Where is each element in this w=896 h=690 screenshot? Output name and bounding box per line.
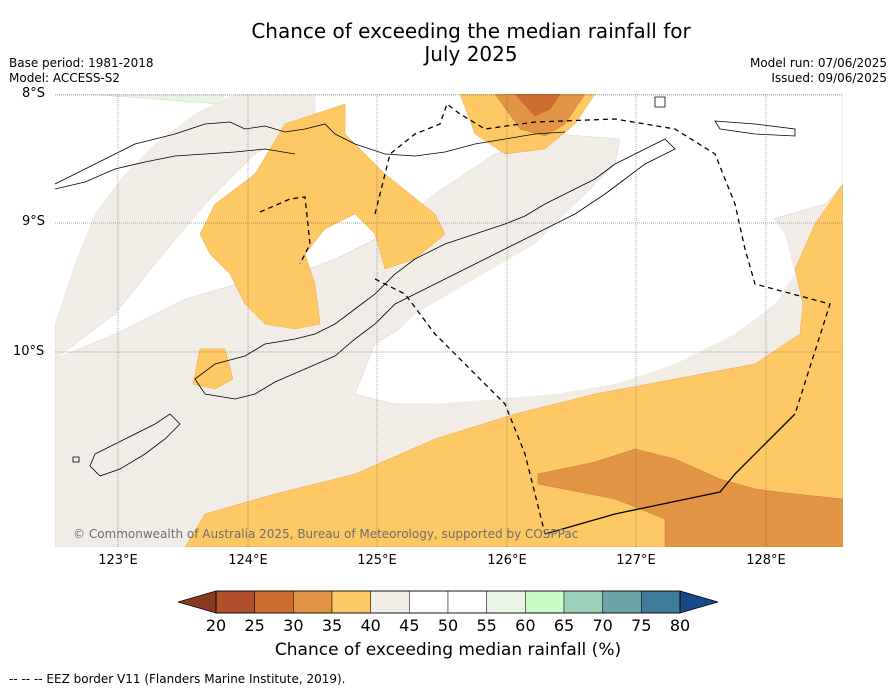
flores-coast [55, 121, 566, 185]
colorbar-tick-75: 75 [631, 616, 652, 635]
region-35-40-small [192, 348, 234, 390]
colorbar-cell-60 [525, 590, 565, 614]
colorbar [178, 590, 718, 614]
small-island-west [72, 456, 80, 463]
base-period: Base period: 1981-2018 [9, 56, 154, 70]
model-name: Model: ACCESS-S2 [9, 71, 121, 85]
colorbar-cell-20 [215, 590, 255, 614]
colorbar-tick-20: 20 [205, 616, 227, 635]
colorbar-tick-50: 50 [437, 616, 459, 635]
lat-label-8s: 8°S [22, 86, 46, 101]
colorbar-cell-25 [254, 590, 294, 614]
lon-label-125e: 125°E [357, 553, 397, 568]
lon-label-126e: 126°E [487, 553, 527, 568]
colorbar-tick-40: 40 [360, 616, 381, 635]
region-55-60-corner [55, 94, 226, 105]
region-35-40-north [199, 103, 446, 330]
colorbar-tick-80: 80 [669, 616, 691, 635]
gridlines [55, 94, 843, 547]
issued-date: Issued: 09/06/2025 [771, 71, 887, 85]
colorbar-cell-75 [641, 590, 681, 614]
region-45-55-northwest [55, 94, 235, 324]
meta-left: Base period: 1981-2018 Model: ACCESS-S2 [9, 56, 154, 86]
flores-coast-south [55, 148, 296, 190]
colorbar-cell-30 [293, 590, 333, 614]
colorbar-tick-70: 70 [592, 616, 613, 635]
colorbar-cell-35 [331, 590, 371, 614]
colorbar-frame [215, 590, 681, 614]
small-island-north [654, 96, 666, 108]
eez-border-south [374, 278, 546, 535]
colorbar-tick-35: 35 [321, 616, 343, 635]
colorbar-over-arrow [679, 590, 718, 614]
wetar-coast [714, 120, 796, 137]
eez-border [259, 102, 831, 535]
chart-title: Chance of exceeding the median rainfall … [0, 20, 896, 66]
lon-label-123e: 123°E [98, 553, 138, 568]
eez-footnote: -- -- -- EEZ border V11 (Flanders Marine… [9, 672, 346, 686]
colorbar-tick-65: 65 [553, 616, 575, 635]
meta-right: Model run: 07/06/2025 Issued: 09/06/2025 [750, 56, 887, 86]
colorbar-tick-30: 30 [283, 616, 304, 635]
colorbar-tick-55: 55 [476, 616, 497, 635]
eez-solid-segment [544, 413, 796, 535]
lon-label-128e: 128°E [746, 553, 786, 568]
colorbar-cell-70 [602, 590, 642, 614]
rainfall-map [55, 94, 843, 547]
eez-border-north [259, 196, 311, 265]
colorbar-cell-65 [563, 590, 603, 614]
region-45-55-center [375, 144, 795, 404]
copyright-notice: © Commonwealth of Australia 2025, Bureau… [73, 527, 579, 541]
colorbar-tick-25: 25 [244, 616, 265, 635]
lon-label-127e: 127°E [616, 553, 656, 568]
colorbar-tick-45: 45 [399, 616, 420, 635]
lat-label-10s: 10°S [13, 344, 45, 359]
colorbar-label: Chance of exceeding median rainfall (%) [274, 640, 622, 660]
eez-border-central [374, 102, 831, 415]
region-35-40-south [184, 183, 843, 547]
timor-coast [194, 138, 676, 400]
colorbar-cell-40 [370, 590, 410, 614]
colorbar-cell-50 [447, 590, 487, 614]
colorbar-cell-55 [486, 590, 526, 614]
coastlines [55, 96, 796, 477]
region-30-35-top [494, 94, 586, 137]
model-run: Model run: 07/06/2025 [749, 56, 887, 70]
region-25-30-top [514, 94, 561, 117]
lon-label-124e: 124°E [228, 553, 268, 568]
colorbar-cell-45 [409, 590, 449, 614]
sumba-coast [89, 413, 181, 477]
colorbar-tick-60: 60 [515, 616, 536, 635]
title-line-1: Chance of exceeding the median rainfall … [251, 19, 691, 43]
region-40-45-west [55, 94, 316, 360]
title-line-2: July 2025 [424, 42, 518, 66]
colorbar-under-arrow [178, 590, 217, 614]
lat-label-9s: 9°S [22, 214, 46, 229]
